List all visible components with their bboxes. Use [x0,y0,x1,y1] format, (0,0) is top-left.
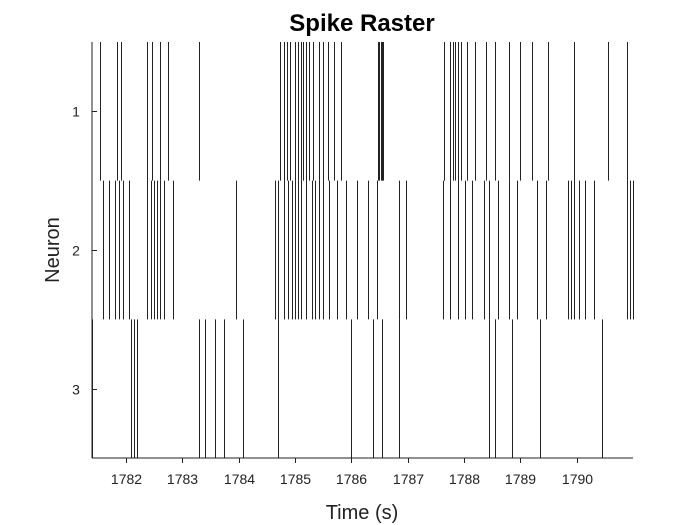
x-tick-label-1790: 1790 [562,471,593,487]
x-tick-label-1786: 1786 [336,471,367,487]
chart-title: Spike Raster [289,10,434,37]
x-tick-label-1782: 1782 [111,471,142,487]
spike-layer [92,42,634,458]
x-tick-label-1785: 1785 [280,471,311,487]
x-tick-label-1789: 1789 [505,471,536,487]
y-axis-label: Neuron [42,217,64,283]
x-tick-label-1784: 1784 [224,471,255,487]
y-tick-label-1: 1 [72,104,80,120]
x-tick-label-1788: 1788 [449,471,480,487]
x-axis-label: Time (s) [326,502,399,524]
x-tick-label-1787: 1787 [393,471,424,487]
x-ticks: 1782 1783 1784 1785 1786 1787 1788 1789 1790 [111,458,593,487]
x-tick-label-1783: 1783 [167,471,198,487]
y-tick-label-3: 3 [72,382,80,398]
y-ticks: 1 2 3 [72,104,97,398]
y-tick-label-2: 2 [72,243,80,259]
